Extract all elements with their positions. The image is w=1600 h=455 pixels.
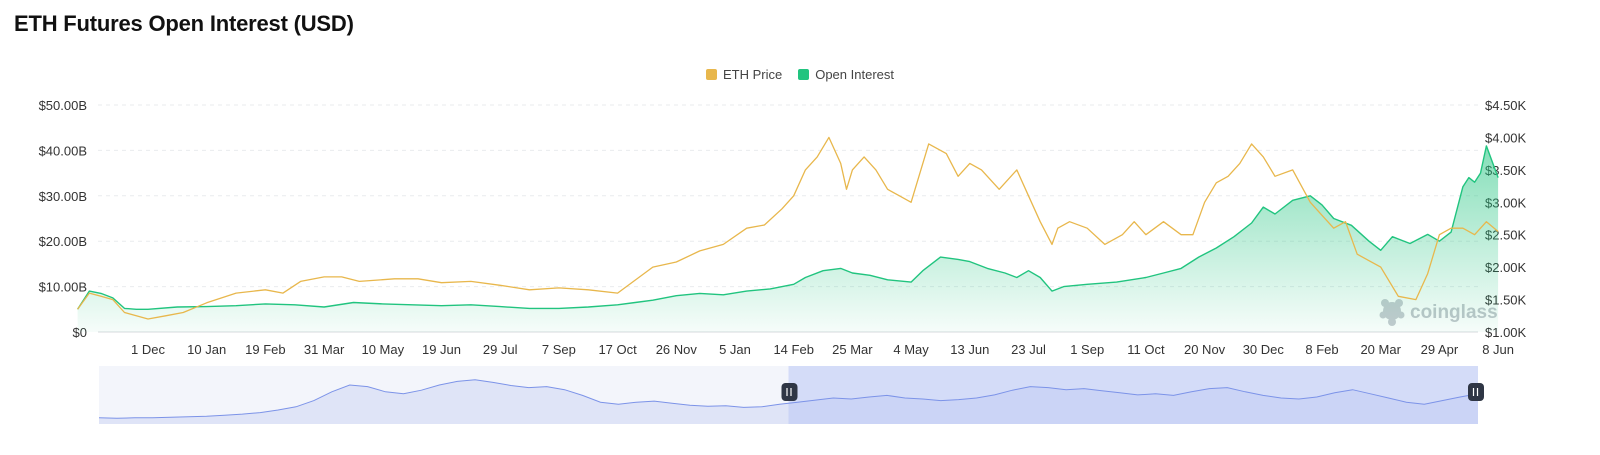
x-tick-label: 29 Apr [1421, 342, 1459, 357]
x-tick-label: 10 May [361, 342, 404, 357]
x-tick-label: 7 Sep [542, 342, 576, 357]
x-tick-label: 20 Mar [1360, 342, 1401, 357]
x-tick-label: 14 Feb [773, 342, 813, 357]
x-tick-label: 23 Jul [1011, 342, 1046, 357]
y-left-tick-label: $40.00B [39, 143, 87, 158]
x-tick-label: 5 Jan [719, 342, 751, 357]
x-tick-label: 31 Mar [304, 342, 345, 357]
x-tick-label: 10 Jan [187, 342, 226, 357]
y-axis-left: $0$10.00B$20.00B$30.00B$40.00B$50.00B [39, 98, 87, 340]
open-interest-line [77, 145, 1499, 310]
x-tick-label: 13 Jun [950, 342, 989, 357]
x-tick-label: 1 Sep [1070, 342, 1104, 357]
x-tick-label: 1 Dec [131, 342, 165, 357]
series-layer [77, 136, 1499, 332]
navigator-selection[interactable] [788, 366, 1479, 424]
y-left-tick-label: $10.00B [39, 280, 87, 295]
x-tick-label: 30 Dec [1243, 342, 1285, 357]
legend-label-open-interest: Open Interest [815, 67, 894, 82]
chart-title: ETH Futures Open Interest (USD) [14, 11, 354, 36]
y-left-tick-label: $50.00B [39, 98, 87, 113]
y-left-tick-label: $20.00B [39, 234, 87, 249]
x-tick-label: 19 Jun [422, 342, 461, 357]
open-interest-area [77, 145, 1499, 332]
y-left-tick-label: $30.00B [39, 189, 87, 204]
x-tick-label: 19 Feb [245, 342, 285, 357]
x-tick-label: 25 Mar [832, 342, 873, 357]
navigator-handle-right[interactable] [1468, 383, 1484, 401]
legend-swatch-eth-price [705, 69, 717, 80]
x-tick-label: 17 Oct [598, 342, 637, 357]
x-tick-label: 4 May [893, 342, 929, 357]
y-right-tick-label: $4.00K [1485, 130, 1527, 145]
legend-label-eth-price: ETH Price [722, 67, 783, 82]
eth-price-line [77, 136, 1499, 320]
x-tick-label: 11 Oct [1127, 342, 1165, 357]
x-tick-label: 20 Nov [1184, 342, 1226, 357]
y-right-tick-label: $4.50K [1485, 98, 1527, 113]
navigator-handle-left[interactable] [781, 383, 798, 401]
navigator[interactable] [98, 366, 1484, 424]
x-tick-label: 29 Jul [483, 342, 518, 357]
navigator-line [98, 379, 1479, 419]
x-tick-label: 26 Nov [656, 342, 698, 357]
legend-swatch-open-interest [798, 69, 810, 80]
x-axis: 1 Dec 10 Jan 19 Feb 31 Mar 10 May 19 Jun 29 Ju… [98, 331, 1514, 357]
legend: ETH Price Open Interest [0, 67, 1600, 82]
legend-item-eth-price[interactable]: ETH Price [705, 67, 783, 82]
x-tick-label: 8 Jun [1482, 342, 1514, 357]
x-tick-label: 8 Feb [1305, 342, 1338, 357]
legend-item-open-interest[interactable]: Open Interest [798, 67, 894, 82]
